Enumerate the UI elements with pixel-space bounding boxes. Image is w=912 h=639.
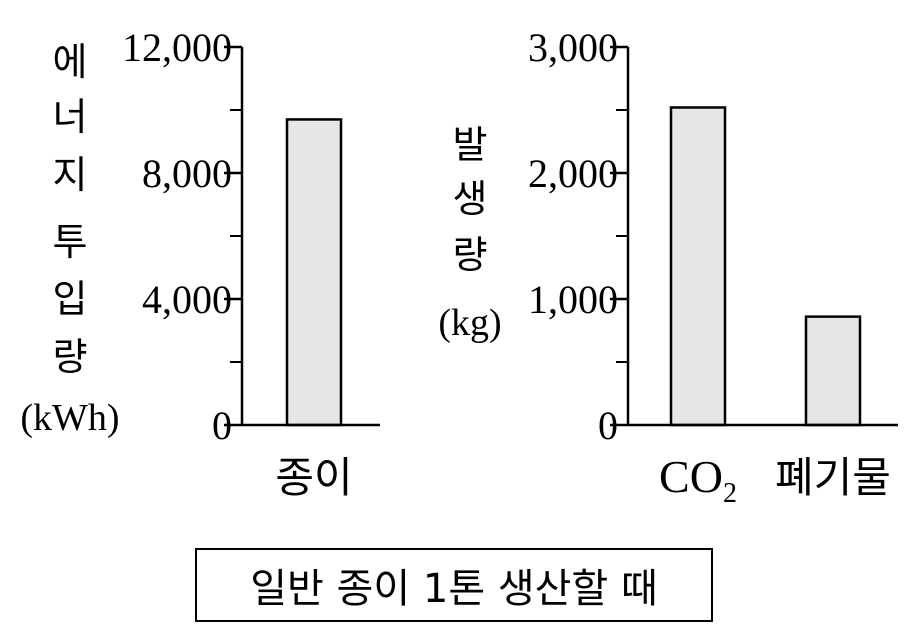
- left-y-axis-unit: (kWh): [20, 397, 119, 439]
- y-tick-label: 2,000: [528, 151, 618, 196]
- right-y-axis-label: 발 생 량 (kg): [438, 123, 501, 344]
- left-y-axis-label-char: 량: [53, 335, 88, 379]
- y-tick-label: 12,000: [122, 25, 232, 70]
- left-y-axis-label-char: 에: [53, 40, 88, 84]
- x-category-label: CO2: [659, 451, 737, 509]
- x-category-label: 폐기물: [775, 453, 891, 502]
- bar: [669, 106, 727, 427]
- y-tick-label: 0: [598, 403, 618, 448]
- right-x-categories: CO2 폐기물: [659, 451, 891, 509]
- left-x-categories: 종이: [275, 453, 352, 502]
- y-tick-label: 8,000: [142, 151, 232, 196]
- y-tick-label: 3,000: [528, 25, 618, 70]
- right-bars: [669, 106, 862, 427]
- y-tick-label: 1,000: [528, 277, 618, 322]
- x-category-subscript: 2: [723, 478, 737, 509]
- bar: [285, 118, 343, 427]
- x-category-label: 종이: [275, 453, 352, 502]
- y-tick-label: 4,000: [142, 277, 232, 322]
- y-tick-label: 0: [212, 403, 232, 448]
- right-y-axis-label-char: 생: [453, 177, 488, 221]
- left-y-axis-label-char: 투: [53, 220, 88, 264]
- left-y-axis-label-char: 너: [53, 95, 88, 139]
- left-y-ticks: 0 4,000 8,000 12,000: [122, 25, 242, 448]
- left-y-axis-label-char: 지: [53, 153, 88, 197]
- left-bars: [285, 118, 343, 427]
- right-y-axis-label-char: 발: [453, 123, 488, 167]
- caption: 일반 종이 1톤 생산할 때: [195, 548, 713, 622]
- left-y-axis-label-char: 입: [53, 277, 88, 321]
- right-y-axis-label-char: 량: [453, 233, 488, 277]
- right-chart: 발 생 량 (kg) 0 1,000 2,000 3,000 CO2 폐기물: [438, 25, 898, 509]
- left-y-axis-label: 에 너 지 투 입 량 (kWh): [20, 40, 119, 439]
- right-y-axis-unit: (kg): [438, 302, 501, 344]
- bar: [804, 315, 862, 427]
- left-chart: 에 너 지 투 입 량 (kWh) 0 4,000 8,000 12,000 종이: [20, 25, 380, 502]
- right-y-ticks: 0 1,000 2,000 3,000: [528, 25, 628, 448]
